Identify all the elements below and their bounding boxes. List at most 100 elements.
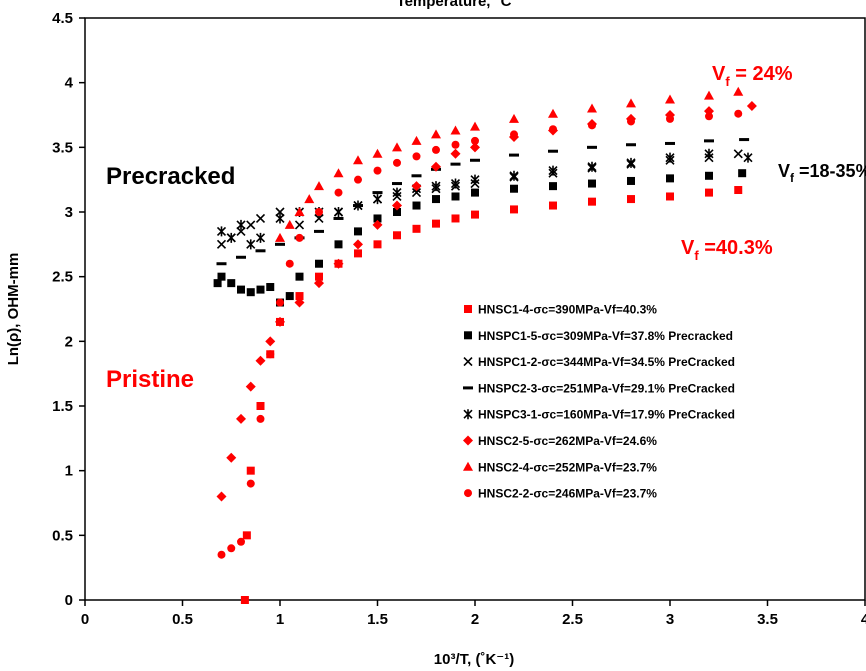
data-point — [734, 186, 743, 195]
x-tick-label: 3 — [666, 611, 674, 628]
data-point — [411, 181, 422, 192]
legend: HNSC1-4-σc=390MPa-Vf=40.3% HNSPC1-5-σc=30… — [463, 303, 735, 501]
data-point — [743, 152, 753, 163]
data-point — [705, 112, 713, 121]
data-point — [246, 288, 255, 297]
data-point — [588, 197, 596, 206]
data-point — [333, 258, 344, 269]
top-axis-label: Temperature, °C — [397, 0, 512, 10]
data-point — [236, 255, 246, 259]
data-point — [314, 181, 324, 191]
legend-marker — [463, 386, 473, 390]
vf-18-v: V — [778, 161, 790, 181]
data-point — [471, 210, 479, 219]
vf-40-sub: f — [694, 248, 699, 263]
legend-item: HNSC2-4-σc=252MPa-Vf=23.7% — [463, 460, 657, 474]
data-point — [236, 219, 246, 230]
data-point — [392, 182, 402, 186]
legend-item: HNSPC1-2-σc=344MPa-Vf=34.5% PreCracked — [463, 355, 735, 369]
data-point — [227, 544, 236, 553]
data-point — [276, 298, 284, 307]
data-point — [450, 162, 461, 166]
vf-24-value: = 24% — [730, 63, 793, 85]
data-point — [216, 239, 227, 249]
data-point — [255, 249, 266, 253]
data-point — [393, 231, 401, 240]
vf-24-v: V — [712, 63, 726, 85]
data-point — [704, 90, 714, 100]
x-axis-title: 10³/T, (˚K⁻¹) — [434, 651, 514, 668]
legend-label: HNSPC1-2-σc=344MPa-Vf=34.5% PreCracked — [478, 355, 735, 369]
data-point — [627, 195, 635, 204]
data-point — [412, 201, 421, 210]
data-point — [284, 219, 295, 229]
vf-40-v: V — [681, 237, 695, 259]
data-point — [372, 148, 383, 158]
data-point — [451, 192, 460, 201]
data-point — [237, 537, 245, 546]
data-point — [315, 208, 323, 216]
x-tick-label: 3.5 — [757, 611, 778, 628]
data-point — [704, 139, 714, 143]
data-point — [240, 596, 249, 604]
data-point — [354, 249, 362, 258]
data-point — [411, 174, 422, 178]
series-7 — [275, 86, 744, 242]
data-point — [393, 208, 401, 216]
y-tick-label: 3.5 — [52, 139, 73, 156]
annotation-vf-24: Vf = 24% — [712, 63, 793, 89]
data-point — [432, 145, 440, 154]
legend-item: HNSC2-5-σc=262MPa-Vf=24.6% — [463, 434, 657, 448]
data-point — [411, 135, 422, 145]
data-point — [275, 232, 285, 242]
data-point — [216, 491, 227, 502]
series-3 — [216, 149, 743, 249]
data-point — [705, 188, 713, 197]
y-tick-label: 2 — [65, 333, 73, 350]
data-point — [285, 292, 294, 301]
data-point — [746, 100, 757, 111]
data-point — [627, 117, 635, 126]
annotation-pristine: Pristine — [106, 366, 194, 393]
data-point — [510, 184, 518, 193]
data-point — [470, 142, 480, 153]
data-point — [392, 187, 402, 198]
legend-item: HNSPC1-5-σc=309MPa-Vf=37.8% Precracked — [464, 329, 733, 343]
data-point — [265, 336, 276, 347]
data-point — [354, 227, 362, 236]
data-point — [295, 233, 304, 242]
legend-marker — [463, 461, 473, 471]
data-point — [471, 188, 479, 197]
data-point — [432, 219, 440, 228]
data-point — [549, 182, 557, 191]
data-point — [372, 191, 383, 195]
data-point — [236, 226, 246, 236]
data-point — [587, 161, 597, 172]
legend-item: HNSC1-4-σc=390MPa-Vf=40.3% — [464, 303, 657, 317]
data-point — [217, 550, 226, 559]
y-tick-label: 1 — [65, 463, 73, 480]
legend-marker — [463, 409, 473, 420]
x-tick-label: 0 — [81, 611, 89, 628]
data-point — [226, 232, 236, 243]
data-point — [255, 232, 266, 243]
data-point — [295, 292, 304, 301]
series-5 — [216, 148, 753, 250]
x-tick-label: 2.5 — [562, 611, 583, 628]
data-point — [294, 220, 305, 230]
legend-marker — [464, 331, 472, 340]
data-point — [470, 121, 480, 131]
data-point — [216, 226, 227, 237]
data-point — [412, 224, 421, 233]
data-point — [333, 207, 344, 217]
y-tick-label: 2.5 — [52, 269, 73, 286]
data-point — [548, 149, 558, 153]
data-point — [334, 240, 343, 249]
data-point — [738, 169, 747, 178]
series-2 — [213, 169, 747, 307]
data-point — [392, 200, 402, 211]
data-point — [548, 108, 558, 118]
data-point — [666, 192, 674, 201]
data-point — [256, 285, 265, 294]
